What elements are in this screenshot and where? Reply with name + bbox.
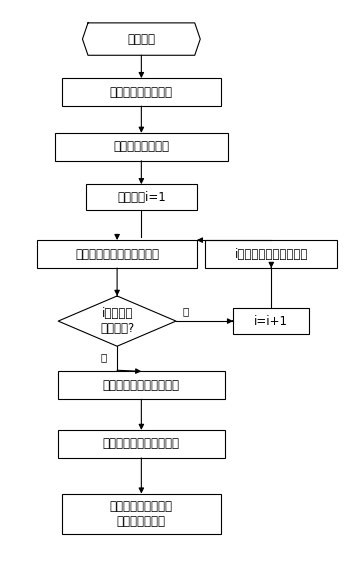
FancyBboxPatch shape: [58, 430, 225, 458]
Text: 水库供蓄水时期划分: 水库供蓄水时期划分: [110, 86, 173, 99]
Polygon shape: [82, 23, 200, 55]
Text: 梯级水库联合调度图
及调度规则输出: 梯级水库联合调度图 及调度规则输出: [110, 500, 173, 528]
FancyBboxPatch shape: [206, 240, 337, 268]
FancyBboxPatch shape: [55, 133, 228, 161]
Text: 梯级联合调度图调优计算: 梯级联合调度图调优计算: [103, 438, 180, 451]
Text: 数据准备: 数据准备: [127, 33, 155, 46]
Text: 龙头水库i=1: 龙头水库i=1: [117, 191, 166, 204]
Text: 梯级联合调度初始图绘制: 梯级联合调度初始图绘制: [103, 379, 180, 392]
FancyBboxPatch shape: [62, 494, 221, 534]
Text: 否: 否: [183, 307, 189, 316]
FancyBboxPatch shape: [233, 309, 309, 334]
Text: i是否为最
下游水库?: i是否为最 下游水库?: [100, 307, 134, 335]
Text: i=i+1: i=i+1: [254, 315, 288, 328]
FancyBboxPatch shape: [58, 371, 225, 399]
Text: 是: 是: [100, 352, 107, 362]
Text: 单库调度图等出力计算制作: 单库调度图等出力计算制作: [75, 248, 159, 261]
Text: i水库典型径流过程计算: i水库典型径流过程计算: [234, 248, 308, 261]
Text: 典型径流过程选取: 典型径流过程选取: [113, 140, 169, 153]
FancyBboxPatch shape: [62, 78, 221, 106]
FancyBboxPatch shape: [86, 184, 197, 210]
FancyBboxPatch shape: [37, 240, 197, 268]
Polygon shape: [58, 296, 176, 346]
